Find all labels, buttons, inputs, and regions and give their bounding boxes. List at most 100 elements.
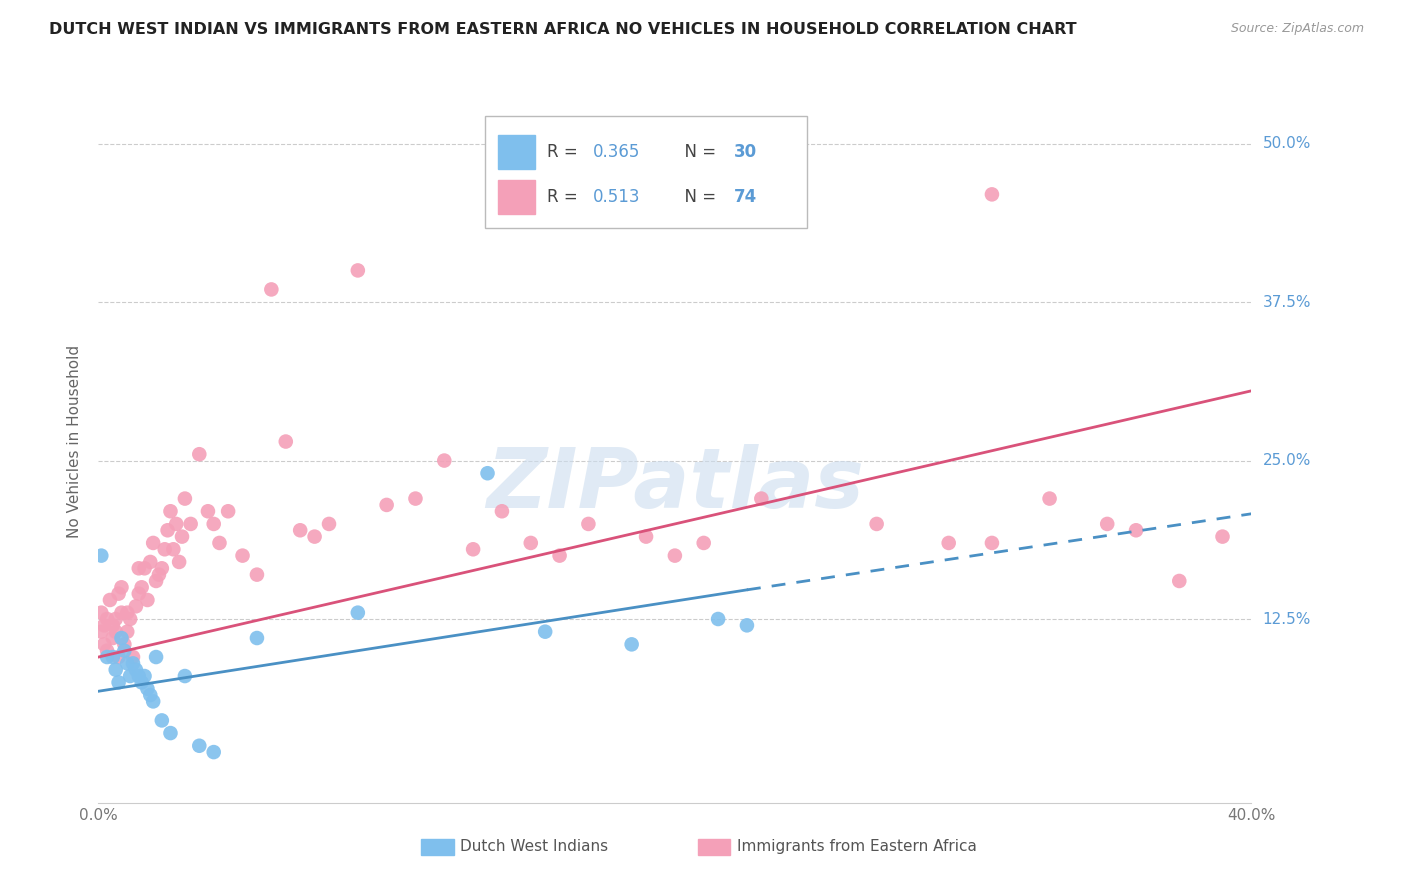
Point xyxy=(866,516,889,531)
Point xyxy=(110,580,132,594)
Point xyxy=(208,536,231,550)
Point xyxy=(136,593,159,607)
Point xyxy=(167,555,190,569)
Point xyxy=(981,187,1004,202)
Point xyxy=(981,536,1004,550)
Point xyxy=(174,491,197,506)
Point xyxy=(548,549,571,563)
Point xyxy=(938,536,960,550)
Text: ZIPatlas: ZIPatlas xyxy=(486,444,863,525)
Text: 12.5%: 12.5% xyxy=(1263,612,1310,626)
Point xyxy=(134,561,156,575)
Point xyxy=(122,657,145,671)
Bar xyxy=(499,180,536,214)
Point xyxy=(90,549,112,563)
Point xyxy=(162,542,184,557)
Point xyxy=(491,504,513,518)
Point xyxy=(346,606,368,620)
Point xyxy=(112,637,135,651)
Text: 25.0%: 25.0% xyxy=(1263,453,1310,468)
Point xyxy=(477,467,499,481)
Point xyxy=(128,669,150,683)
Bar xyxy=(697,838,730,855)
Point xyxy=(246,631,269,645)
Point xyxy=(180,516,202,531)
Point xyxy=(375,498,398,512)
Point xyxy=(707,612,730,626)
Point xyxy=(117,657,139,671)
Point xyxy=(93,637,115,651)
Point xyxy=(150,714,173,728)
Point xyxy=(107,587,129,601)
Point xyxy=(96,643,118,657)
Point xyxy=(202,516,225,531)
Point xyxy=(117,606,139,620)
Point xyxy=(134,669,156,683)
Text: N =: N = xyxy=(673,188,721,206)
Text: 0.513: 0.513 xyxy=(593,188,641,206)
Point xyxy=(534,624,557,639)
Point xyxy=(104,624,127,639)
Point xyxy=(318,516,340,531)
Point xyxy=(578,516,600,531)
Point xyxy=(145,650,167,665)
Point xyxy=(304,530,326,544)
Point xyxy=(231,549,254,563)
Point xyxy=(664,549,686,563)
Point xyxy=(405,491,427,506)
Text: 37.5%: 37.5% xyxy=(1263,294,1310,310)
Text: Immigrants from Eastern Africa: Immigrants from Eastern Africa xyxy=(737,839,977,855)
Point xyxy=(110,606,132,620)
Point xyxy=(128,561,150,575)
Point xyxy=(735,618,758,632)
Point xyxy=(122,650,145,665)
Point xyxy=(142,694,165,708)
Point xyxy=(110,631,132,645)
Text: 0.365: 0.365 xyxy=(593,144,640,161)
Point xyxy=(620,637,643,651)
Point xyxy=(202,745,225,759)
Text: Source: ZipAtlas.com: Source: ZipAtlas.com xyxy=(1230,22,1364,36)
Point xyxy=(1097,516,1119,531)
Text: DUTCH WEST INDIAN VS IMMIGRANTS FROM EASTERN AFRICA NO VEHICLES IN HOUSEHOLD COR: DUTCH WEST INDIAN VS IMMIGRANTS FROM EAS… xyxy=(49,22,1077,37)
Point xyxy=(98,593,121,607)
Point xyxy=(461,542,484,557)
Point xyxy=(93,618,115,632)
Point xyxy=(128,587,150,601)
Point xyxy=(101,618,124,632)
Point xyxy=(96,650,118,665)
Point xyxy=(125,599,148,614)
Point xyxy=(1125,523,1147,537)
Point xyxy=(131,675,153,690)
Point xyxy=(346,263,368,277)
Point xyxy=(150,561,173,575)
Point xyxy=(1212,530,1234,544)
Text: R =: R = xyxy=(547,188,583,206)
Point xyxy=(188,739,211,753)
Point xyxy=(260,282,283,296)
Point xyxy=(120,612,142,626)
Point xyxy=(120,669,142,683)
Point xyxy=(101,650,124,665)
Text: 30: 30 xyxy=(734,144,756,161)
Text: R =: R = xyxy=(547,144,583,161)
Point xyxy=(751,491,773,506)
Point xyxy=(520,536,543,550)
Point xyxy=(433,453,456,467)
Point xyxy=(159,726,181,740)
Point xyxy=(101,631,124,645)
Text: 74: 74 xyxy=(734,188,756,206)
Point xyxy=(1039,491,1062,506)
Point xyxy=(217,504,239,518)
Point xyxy=(159,504,181,518)
Point xyxy=(636,530,658,544)
Point xyxy=(165,516,187,531)
Point xyxy=(125,663,148,677)
Point xyxy=(170,530,193,544)
Point xyxy=(104,663,127,677)
Point xyxy=(145,574,167,588)
Point xyxy=(90,606,112,620)
FancyBboxPatch shape xyxy=(485,116,807,228)
Point xyxy=(290,523,312,537)
Point xyxy=(112,643,135,657)
